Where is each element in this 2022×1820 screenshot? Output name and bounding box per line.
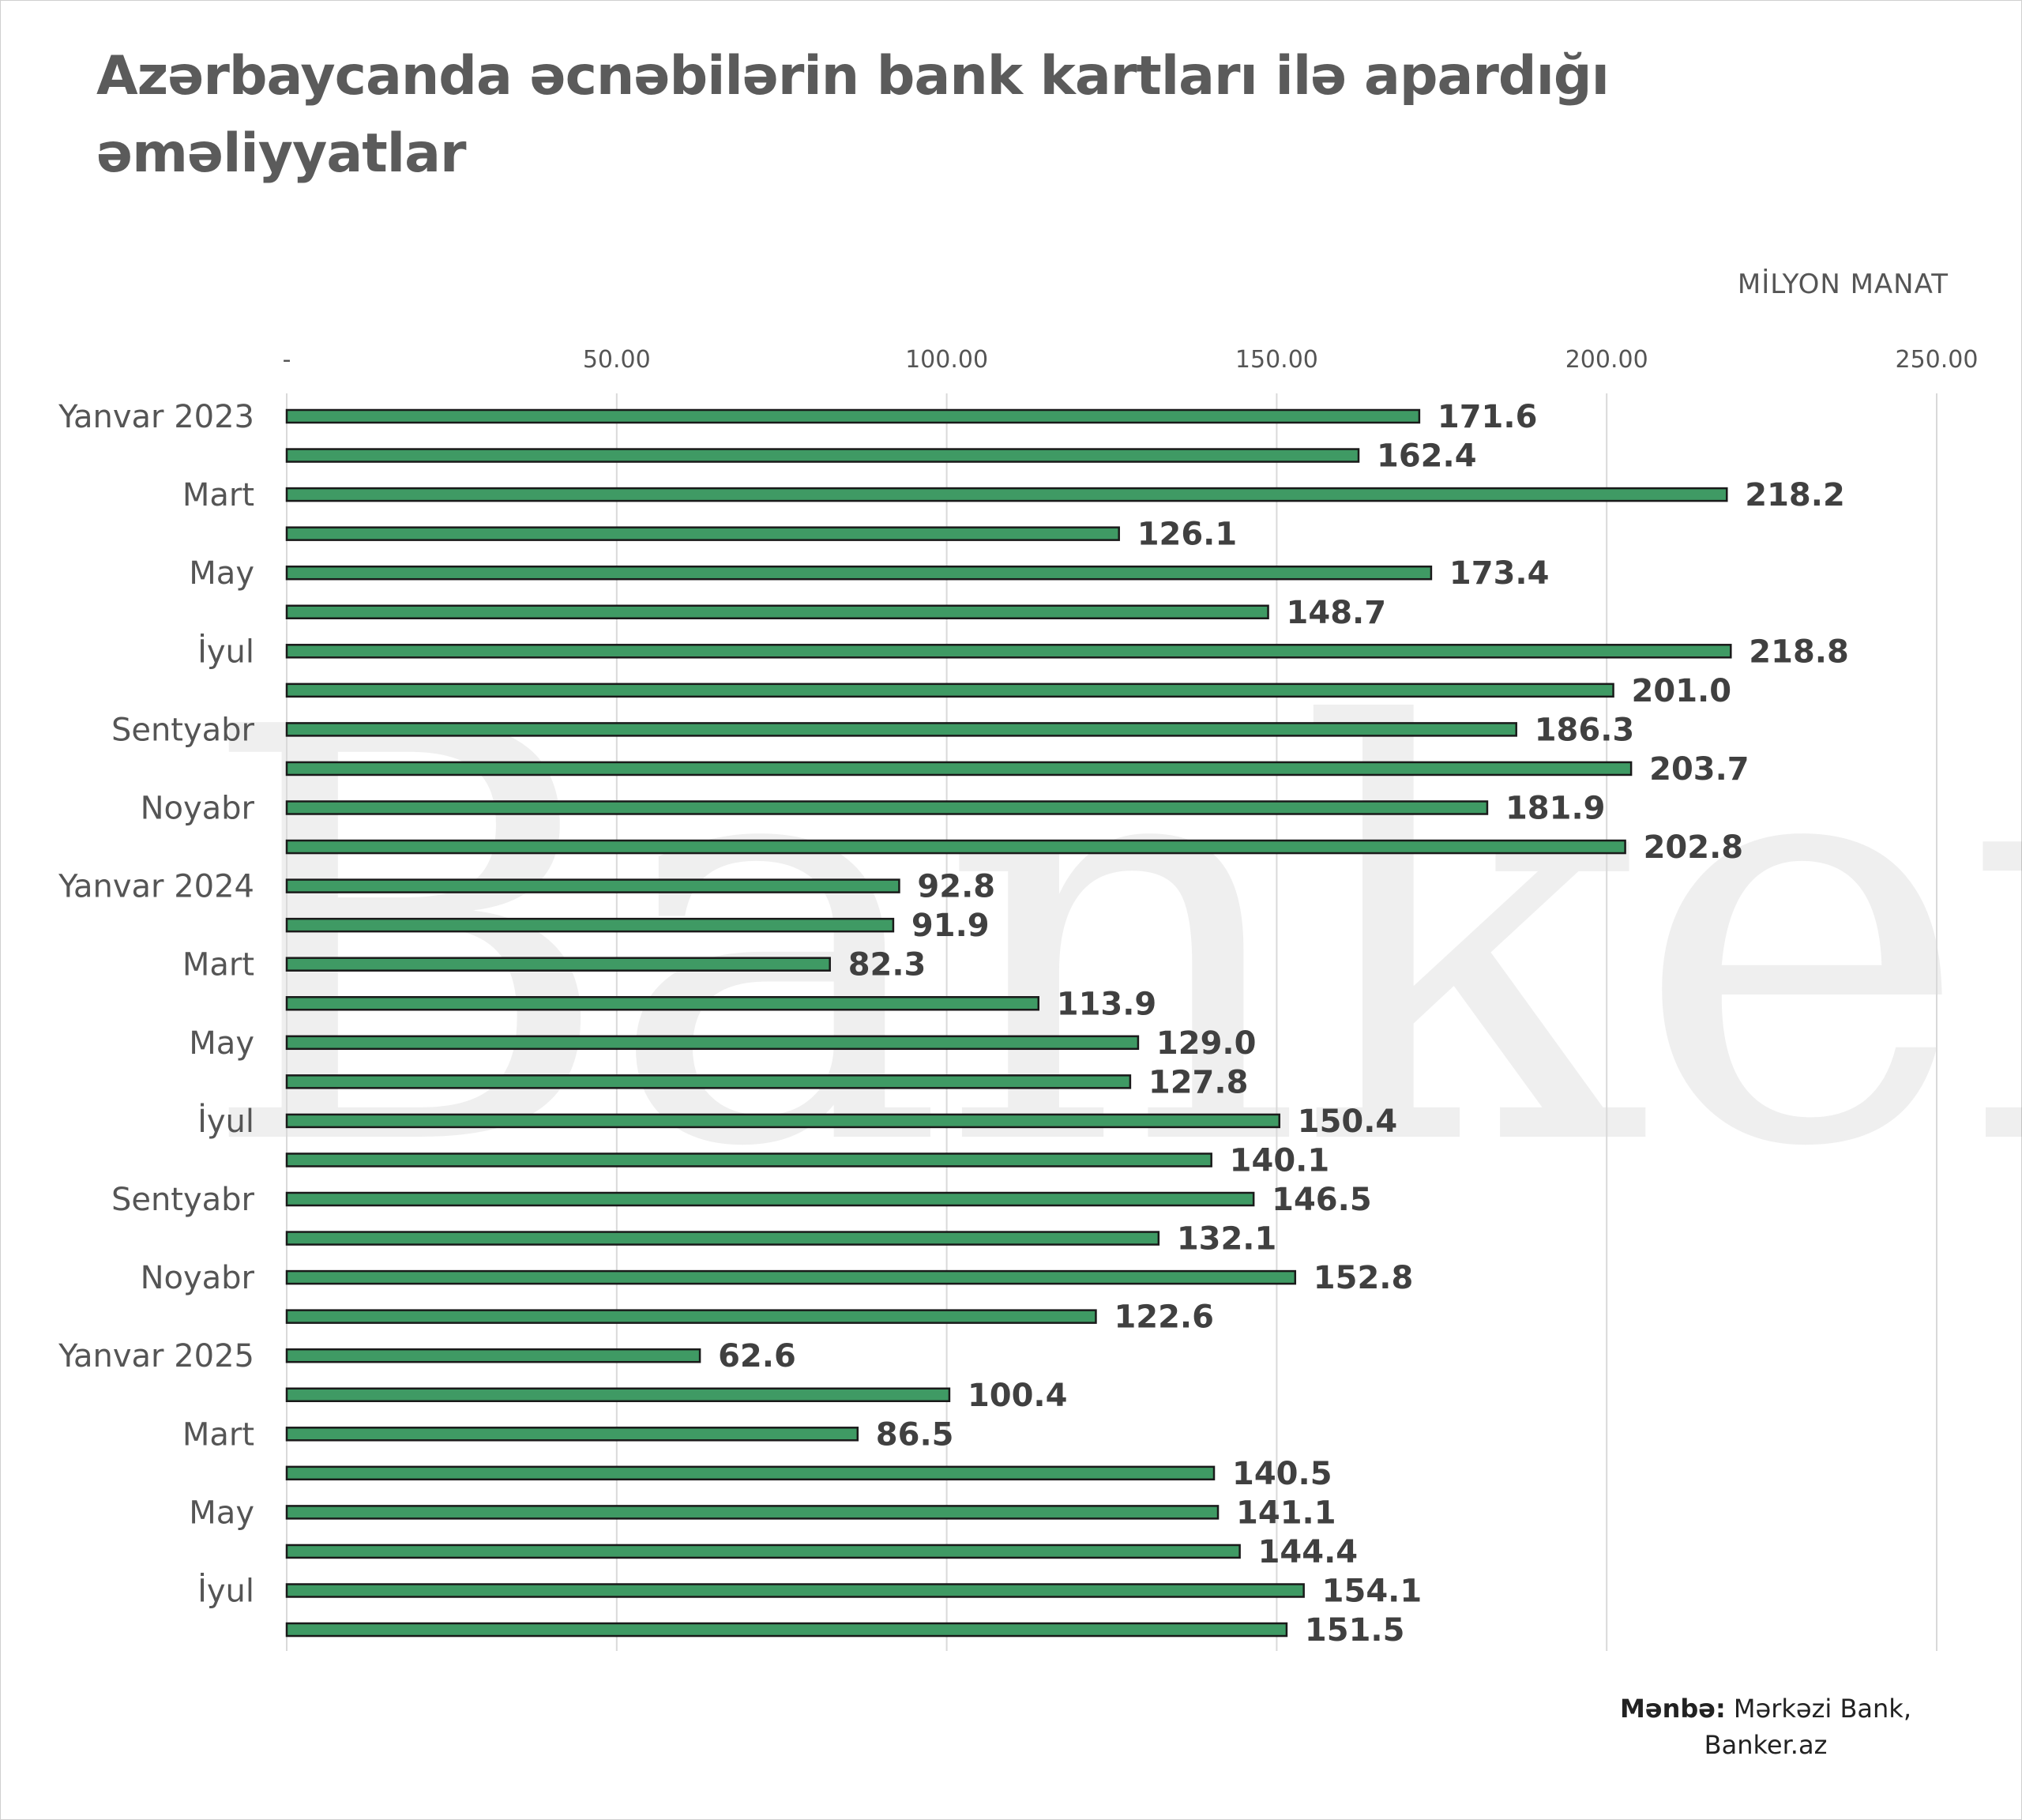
bar [285, 957, 831, 972]
x-axis-ticks: - 50.00 100.00 150.00 200.00 250.00 [283, 346, 1979, 374]
category-labels: Yanvar 2023 Mart May İyul Sentyabr Noyabr Yanv… [58, 399, 254, 1610]
x-tick-label: 200.00 [1565, 346, 1648, 374]
value-label: 202.8 [1644, 829, 1744, 866]
value-label: 201.0 [1632, 673, 1732, 709]
value-label: 92.8 [917, 869, 995, 905]
category-label: İyul [197, 1572, 254, 1610]
bar [285, 1153, 1212, 1168]
category-label: Sentyabr [111, 712, 255, 748]
value-label: 82.3 [848, 947, 926, 983]
value-label: 127.8 [1148, 1064, 1249, 1100]
category-label: Yanvar 2023 [58, 399, 254, 435]
value-label: 152.8 [1314, 1260, 1414, 1296]
bar [285, 408, 1421, 424]
value-label: 129.0 [1156, 1025, 1257, 1062]
bar [285, 526, 1120, 541]
bar [285, 996, 1039, 1011]
category-label: Mart [182, 947, 254, 983]
bar [285, 878, 900, 893]
bar [285, 1505, 1220, 1520]
chart-title: Azərbaycanda əcnəbilərin bank kartları i… [96, 45, 1610, 185]
value-label: 141.1 [1236, 1495, 1336, 1531]
category-label: İyul [197, 632, 254, 670]
category-label: Noyabr [141, 791, 255, 827]
value-label: 162.4 [1377, 438, 1477, 475]
value-label: 62.6 [718, 1338, 796, 1374]
source-line1: Mərkəzi Bank, [1733, 1694, 1911, 1724]
value-label: 218.2 [1745, 477, 1845, 513]
x-tick-label: 100.00 [905, 346, 988, 374]
category-label: May [189, 1495, 254, 1531]
bar [285, 1387, 951, 1402]
category-label: May [189, 1025, 254, 1062]
bar [285, 761, 1633, 777]
bar [285, 1309, 1097, 1324]
source-line2: Banker.az [1704, 1730, 1828, 1760]
value-label: 132.1 [1177, 1221, 1277, 1258]
bar [285, 722, 1517, 737]
value-label: 140.5 [1232, 1456, 1332, 1492]
bar [285, 1583, 1305, 1598]
value-label: 148.7 [1287, 595, 1387, 631]
bar [285, 644, 1732, 659]
bar [285, 1035, 1140, 1051]
bar [285, 1622, 1288, 1638]
value-label: 86.5 [876, 1416, 954, 1453]
value-label: 218.8 [1749, 634, 1849, 670]
bar [285, 604, 1269, 619]
category-label: Mart [182, 477, 254, 513]
source-label: Mənbə: [1620, 1694, 1726, 1724]
bar [285, 800, 1489, 815]
category-label: Yanvar 2024 [58, 869, 254, 905]
value-label: 171.6 [1438, 399, 1538, 435]
bar [285, 1348, 701, 1363]
bar [285, 487, 1728, 502]
value-label: 146.5 [1272, 1182, 1372, 1218]
unit-label: MİLYON MANAT [1737, 269, 1949, 300]
value-label: 144.4 [1258, 1534, 1359, 1570]
value-label: 122.6 [1114, 1299, 1214, 1336]
value-label: 126.1 [1137, 517, 1238, 553]
category-label: May [189, 555, 254, 592]
bar [285, 1427, 859, 1442]
value-label: 151.5 [1305, 1612, 1405, 1649]
watermark-logo: Banker.az [197, 609, 2022, 1271]
bars [285, 408, 1732, 1638]
value-label: 113.9 [1057, 986, 1157, 1022]
bar [285, 839, 1626, 855]
category-label: Noyabr [141, 1260, 255, 1296]
value-label: 186.3 [1535, 712, 1635, 748]
category-label: Sentyabr [111, 1182, 255, 1218]
category-label: Mart [182, 1416, 254, 1453]
bar [285, 565, 1433, 581]
value-label: 100.4 [968, 1378, 1068, 1414]
x-tick-label: - [283, 346, 291, 374]
x-tick-label: 150.00 [1235, 346, 1318, 374]
source-note: Mənbə: Mərkəzi Bank, Banker.az [1620, 1690, 1911, 1763]
value-label: 181.9 [1505, 791, 1606, 827]
value-label: 91.9 [911, 908, 990, 944]
bar [285, 1465, 1216, 1481]
x-tick-label: 250.00 [1896, 346, 1979, 374]
bar [285, 1113, 1280, 1129]
value-label: 140.1 [1230, 1142, 1330, 1179]
bar [285, 1269, 1297, 1285]
x-tick-label: 50.00 [583, 346, 651, 374]
bar [285, 682, 1614, 698]
value-label: 173.4 [1449, 555, 1550, 592]
value-label: 203.7 [1649, 751, 1750, 788]
bar [285, 1191, 1255, 1207]
category-label: İyul [197, 1102, 254, 1140]
bar [285, 448, 1360, 463]
gridlines [286, 393, 1937, 1651]
bar [285, 1074, 1132, 1089]
bar [285, 1231, 1160, 1246]
value-label: 150.4 [1298, 1104, 1398, 1140]
bar [285, 1544, 1241, 1559]
value-label: 154.1 [1322, 1574, 1423, 1610]
category-label: Yanvar 2025 [58, 1338, 254, 1374]
bar [285, 917, 895, 933]
